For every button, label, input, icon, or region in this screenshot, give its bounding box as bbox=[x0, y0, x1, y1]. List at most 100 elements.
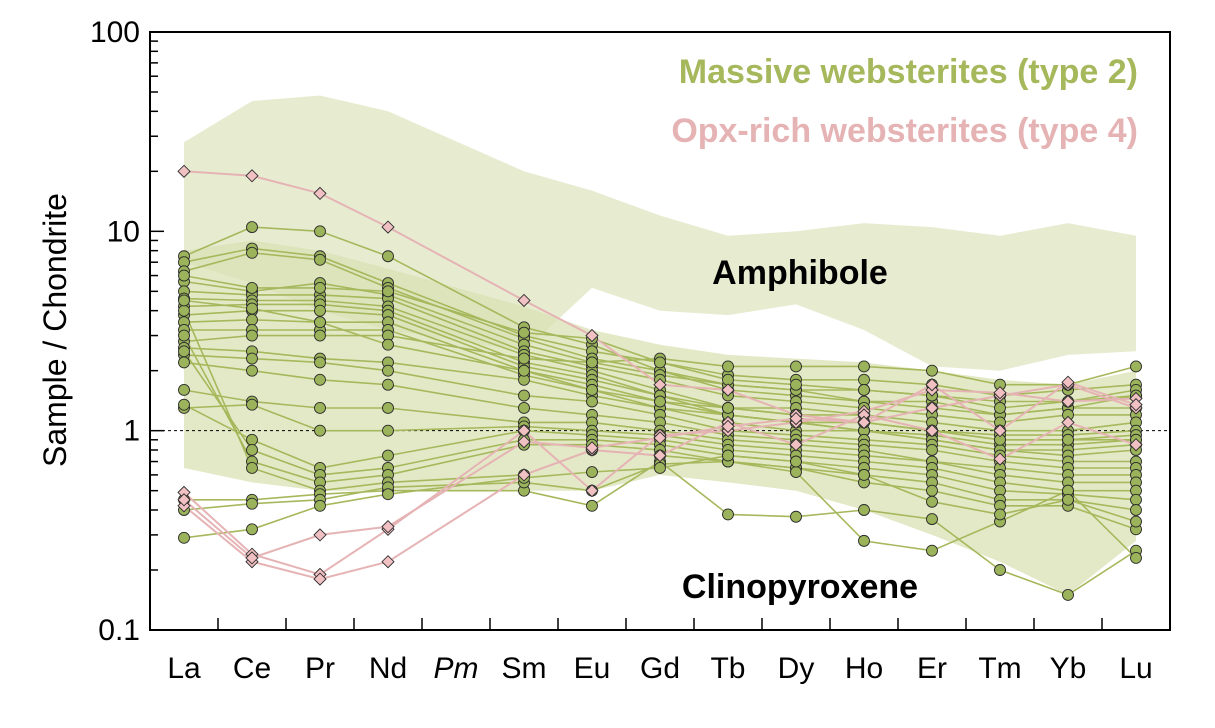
opx-point bbox=[925, 424, 939, 438]
opx-point bbox=[993, 386, 1007, 400]
massive-point bbox=[790, 360, 802, 373]
massive-point bbox=[178, 329, 190, 342]
massive-series-line bbox=[183, 303, 1137, 436]
massive-point bbox=[926, 544, 938, 557]
massive-point bbox=[246, 281, 258, 294]
massive-series-line bbox=[184, 460, 1137, 596]
legend-opx-label: Opx-rich websterites (type 4) bbox=[671, 112, 1138, 150]
massive-point bbox=[246, 352, 258, 365]
massive-point bbox=[178, 304, 190, 317]
opx-point bbox=[177, 493, 191, 507]
massive-point bbox=[994, 564, 1006, 576]
massive-point bbox=[654, 395, 666, 408]
massive-point bbox=[382, 364, 394, 377]
y-axis-title: Sample / Chondrite bbox=[37, 193, 73, 467]
massive-series-line bbox=[183, 226, 1137, 416]
massive-point bbox=[654, 462, 666, 474]
opx-series-line bbox=[183, 413, 1137, 581]
massive-series-line bbox=[183, 310, 1137, 531]
opx-point bbox=[245, 169, 259, 183]
massive-series-line bbox=[183, 247, 1137, 397]
massive-point bbox=[382, 424, 394, 437]
massive-point bbox=[314, 329, 326, 342]
massive-point bbox=[926, 444, 938, 456]
massive-point bbox=[314, 356, 326, 369]
massive-point bbox=[858, 360, 870, 373]
x-tick-label-dy: Dy bbox=[778, 652, 815, 685]
massive-point bbox=[382, 488, 394, 501]
massive-point bbox=[654, 356, 666, 369]
massive-point bbox=[246, 523, 258, 536]
massive-point bbox=[926, 513, 938, 526]
massive-point bbox=[178, 294, 190, 307]
massive-point bbox=[994, 508, 1006, 521]
opx-point bbox=[381, 555, 395, 569]
massive-point bbox=[1130, 493, 1142, 506]
massive-point bbox=[246, 313, 258, 326]
massive-point bbox=[178, 384, 190, 396]
x-axis-ticks: La Ce Pr Nd Pm Sm Eu Gd Tb Dy Ho Er Tm Yb Lu bbox=[167, 618, 1153, 685]
massive-series-line bbox=[183, 335, 1137, 511]
massive-series-line bbox=[183, 389, 1136, 476]
massive-point bbox=[586, 395, 598, 408]
x-tick-label-ce: Ce bbox=[233, 652, 271, 685]
opx-point bbox=[517, 435, 531, 449]
massive-point bbox=[722, 449, 734, 462]
massive-point bbox=[586, 384, 598, 396]
massive-point bbox=[178, 269, 190, 282]
x-tick-label-eu: Eu bbox=[574, 652, 611, 685]
opx-point bbox=[925, 378, 939, 392]
x-tick-label-tb: Tb bbox=[710, 652, 745, 685]
massive-point bbox=[858, 534, 870, 547]
opx-point bbox=[857, 415, 871, 430]
x-tick-label-gd: Gd bbox=[640, 652, 680, 685]
massive-point bbox=[1130, 551, 1142, 564]
massive-series-line bbox=[183, 347, 1137, 457]
massive-series-line bbox=[183, 280, 1137, 403]
massive-point bbox=[382, 250, 394, 263]
massive-series-line bbox=[183, 334, 1137, 386]
x-tick-label-pr: Pr bbox=[305, 652, 335, 685]
x-tick-label-tm: Tm bbox=[978, 652, 1021, 685]
opx-point bbox=[313, 528, 327, 542]
x-tick-label-pm: Pm bbox=[434, 652, 479, 685]
massive-point bbox=[246, 462, 258, 474]
massive-point bbox=[382, 378, 394, 391]
massive-point bbox=[1130, 515, 1142, 528]
amphibole-field-label: Amphibole bbox=[712, 254, 888, 292]
massive-point bbox=[586, 499, 598, 512]
massive-point bbox=[1130, 360, 1142, 373]
massive-point bbox=[314, 281, 326, 294]
massive-point bbox=[246, 302, 258, 315]
massive-point bbox=[790, 466, 802, 478]
massive-point bbox=[178, 398, 190, 411]
massive-point bbox=[926, 484, 938, 497]
massive-point bbox=[178, 531, 190, 544]
massive-point bbox=[858, 384, 870, 396]
x-tick-label-er: Er bbox=[917, 652, 947, 685]
opx-point bbox=[925, 401, 939, 415]
massive-point bbox=[586, 466, 598, 478]
opx-point bbox=[789, 438, 803, 452]
massive-point bbox=[314, 225, 326, 238]
opx-point bbox=[1129, 398, 1143, 412]
x-tick-label-lu: Lu bbox=[1119, 652, 1152, 685]
massive-series-line bbox=[183, 460, 1137, 559]
massive-series-line bbox=[183, 454, 1137, 539]
massive-series-line bbox=[183, 299, 1136, 441]
massive-point bbox=[314, 424, 326, 437]
massive-point bbox=[722, 360, 734, 373]
massive-point bbox=[1062, 433, 1074, 446]
opx-point bbox=[517, 293, 531, 308]
opx-point bbox=[245, 551, 259, 565]
x-tick-label-ho: Ho bbox=[845, 652, 883, 685]
massive-point bbox=[246, 246, 258, 259]
massive-point bbox=[314, 253, 326, 266]
massive-point bbox=[790, 378, 802, 391]
massive-point bbox=[246, 398, 258, 411]
massive-point bbox=[926, 495, 938, 508]
massive-point bbox=[246, 364, 258, 377]
massive-point bbox=[1062, 493, 1074, 506]
massive-point bbox=[246, 497, 258, 510]
opx-point bbox=[1129, 438, 1143, 452]
